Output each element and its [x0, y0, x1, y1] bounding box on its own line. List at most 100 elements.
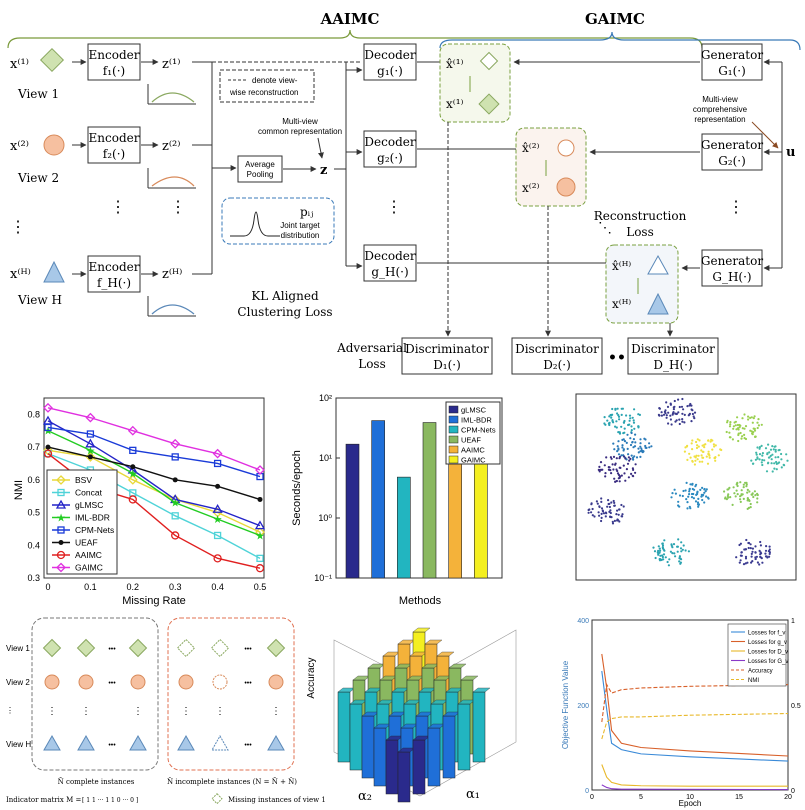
- tsne-point: [764, 447, 768, 450]
- tsne-point: [756, 501, 759, 504]
- tsne-point: [678, 560, 681, 563]
- tsne-point: [663, 410, 667, 413]
- tsne-point: [726, 488, 729, 491]
- tsne-point: [613, 501, 616, 504]
- time-legend-swatch: [448, 425, 459, 434]
- tsne-point: [678, 405, 681, 409]
- nmi-point: [171, 531, 180, 540]
- tsne-point: [742, 486, 745, 489]
- tsne-point: [708, 456, 711, 459]
- zH: z⁽ᴴ⁾: [162, 267, 182, 282]
- bar3d-bar: [412, 739, 426, 795]
- nmi-point: ★: [85, 444, 95, 457]
- tsne-point: [632, 438, 636, 441]
- pairH-hat: x̂⁽ᴴ⁾: [612, 259, 631, 273]
- tsne-point: [744, 555, 748, 558]
- tsne-point: [603, 422, 606, 425]
- recon-legend-box: [219, 69, 315, 103]
- tsne-point: [696, 490, 699, 493]
- incomplete-illustration: View 1 View 2 ⋮ View H ••• ••• ••• ••• ••• ••• ⋮ ⋮…: [6, 617, 326, 805]
- tsne-point: [640, 447, 643, 450]
- nmi-point: [257, 496, 263, 502]
- tsne-point: [706, 496, 710, 499]
- tsne-point: [752, 417, 755, 420]
- tsne-point: [630, 454, 633, 457]
- tsne-point: [765, 470, 769, 473]
- tsne-point: [695, 493, 698, 496]
- tsne-point: [607, 468, 611, 471]
- tsne-point: [617, 513, 620, 516]
- tsne-point: [697, 505, 700, 508]
- nmi-legend-label: BSV: [75, 475, 92, 485]
- time-legend-label: CPM-Nets: [461, 426, 496, 435]
- tsne-point: [607, 499, 610, 502]
- tsne-point: [629, 437, 632, 440]
- tsne-point: [601, 509, 604, 512]
- tsne-point: [603, 464, 606, 467]
- pij-label: pᵢⱼ: [300, 205, 313, 219]
- tsne-point: [751, 560, 754, 563]
- diamond-icon: [176, 638, 196, 658]
- tsne-point: [740, 551, 743, 554]
- tsne-point: [691, 412, 695, 416]
- tsne-point: [755, 451, 758, 454]
- tsne-point: [771, 445, 774, 448]
- tsne-point: [597, 511, 600, 514]
- nmi-chart: ★ ★ ★ ★ ★ ★ 0 0.1 0.2 0.3 0.4 0.5 0.3 0.4 0.5 0.6 0.7 0.…: [13, 397, 267, 607]
- nmi-point: [255, 564, 265, 573]
- tsne-point: [754, 458, 758, 461]
- tsne-point: [678, 555, 682, 558]
- tsne-point: [642, 450, 645, 453]
- tsne-point: [761, 561, 764, 564]
- discriminator2-f: D₂(·): [543, 358, 571, 372]
- discriminator1-f: D₁(·): [433, 358, 461, 372]
- tsne-point: [614, 480, 617, 483]
- loss-xtick: 5: [639, 794, 643, 801]
- tsne-point: [648, 446, 651, 449]
- tsne-point: [754, 494, 757, 497]
- tsne-point: [665, 401, 668, 404]
- tsne-point: [622, 449, 625, 452]
- bar3d-top: [472, 687, 491, 693]
- tsne-point: [744, 425, 748, 428]
- tsne-point: [616, 407, 619, 410]
- tsne-point: [751, 492, 754, 495]
- tsne-point: [633, 445, 637, 448]
- tsne-point: [617, 448, 620, 451]
- tsne-point: [740, 493, 743, 496]
- tsne-point: [741, 427, 744, 430]
- tsne-point: [709, 440, 712, 443]
- encoderH-f: f_H(·): [97, 276, 131, 290]
- tsne-point: [688, 404, 691, 407]
- nmi-point: [213, 554, 222, 563]
- nmi-point: [212, 448, 223, 459]
- tsne-point: [673, 405, 676, 408]
- missing-icon: [211, 793, 223, 805]
- tsne-point: [677, 411, 680, 414]
- nmi-xtick: 0.5: [254, 582, 267, 592]
- pair2: x̂⁽²⁾ x⁽²⁾: [515, 127, 587, 207]
- tsne-point: [778, 461, 781, 464]
- tsne-point: [615, 468, 618, 471]
- tsne-point: [599, 461, 603, 464]
- tsne-point: [770, 458, 773, 461]
- tsne-point: [657, 549, 660, 553]
- encoder1-box: [87, 43, 141, 81]
- nmi-point: ★: [128, 467, 138, 480]
- joint-target-label2: distribution: [281, 231, 320, 240]
- tsne-point: [773, 467, 776, 470]
- tsne-point: [680, 550, 683, 553]
- tsne-point: [691, 459, 694, 463]
- tsne-point: [760, 552, 763, 555]
- tsne-point: [691, 448, 694, 451]
- tsne-point: [604, 472, 607, 475]
- tsne-point: [600, 497, 603, 500]
- tsne-point: [758, 453, 762, 456]
- tsne-point: [668, 558, 671, 561]
- decoderH-label: Decoder: [364, 249, 415, 263]
- tsne-point: [707, 452, 710, 456]
- tsne-point: [658, 558, 661, 561]
- tsne-point: [732, 427, 735, 430]
- tsne-point: [617, 519, 620, 522]
- bar3d-bar: [373, 727, 387, 787]
